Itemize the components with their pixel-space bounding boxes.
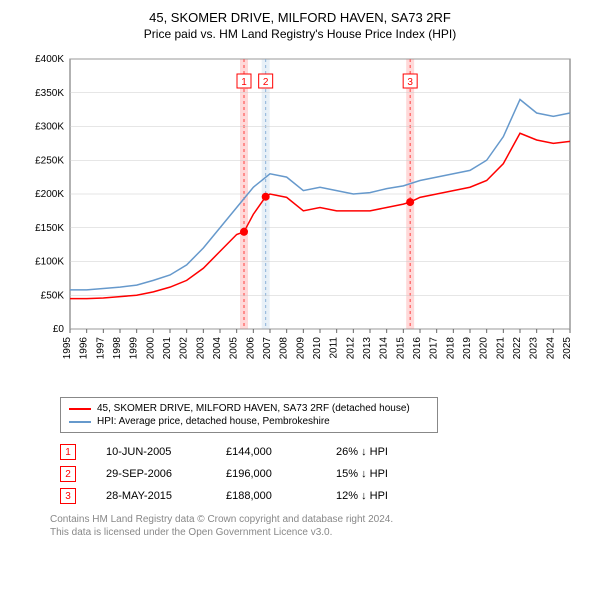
svg-text:2012: 2012 (345, 337, 356, 360)
sale-date: 28-MAY-2015 (106, 490, 196, 502)
svg-text:£300K: £300K (35, 122, 64, 133)
attribution: Contains HM Land Registry data © Crown c… (50, 513, 570, 539)
legend-label-hpi: HPI: Average price, detached house, Pemb… (97, 416, 330, 427)
svg-text:2002: 2002 (179, 337, 190, 360)
svg-text:2003: 2003 (195, 337, 206, 360)
svg-text:2: 2 (263, 77, 269, 88)
legend-row-property: 45, SKOMER DRIVE, MILFORD HAVEN, SA73 2R… (69, 402, 429, 415)
svg-text:1: 1 (241, 77, 247, 88)
svg-text:£250K: £250K (35, 155, 64, 166)
svg-text:2019: 2019 (462, 337, 473, 360)
svg-text:1997: 1997 (95, 337, 106, 360)
legend-label-property: 45, SKOMER DRIVE, MILFORD HAVEN, SA73 2R… (97, 403, 410, 414)
svg-text:3: 3 (407, 77, 413, 88)
svg-text:2007: 2007 (262, 337, 273, 360)
legend-row-hpi: HPI: Average price, detached house, Pemb… (69, 415, 429, 428)
chart-title: 45, SKOMER DRIVE, MILFORD HAVEN, SA73 2R… (10, 10, 590, 25)
svg-text:2005: 2005 (229, 337, 240, 360)
sale-date: 10-JUN-2005 (106, 446, 196, 458)
svg-text:1999: 1999 (129, 337, 140, 360)
svg-text:2014: 2014 (379, 337, 390, 360)
svg-text:2016: 2016 (412, 337, 423, 360)
svg-text:2022: 2022 (512, 337, 523, 360)
svg-text:2025: 2025 (562, 337, 573, 360)
svg-text:2000: 2000 (145, 337, 156, 360)
chart-subtitle: Price paid vs. HM Land Registry's House … (10, 27, 590, 41)
svg-text:2020: 2020 (479, 337, 490, 360)
sale-table: 1 10-JUN-2005 £144,000 26% ↓ HPI 2 29-SEP-200… (60, 441, 570, 507)
svg-text:2018: 2018 (445, 337, 456, 360)
sale-marker: 1 (60, 444, 76, 460)
svg-text:2008: 2008 (279, 337, 290, 360)
svg-text:2021: 2021 (495, 337, 506, 360)
sale-marker: 3 (60, 488, 76, 504)
attribution-line1: Contains HM Land Registry data © Crown c… (50, 513, 570, 526)
chart: £0 £50K £100K £150K £200K £250K £300K £350K £400… (20, 49, 580, 389)
sale-date: 29-SEP-2006 (106, 468, 196, 480)
attribution-line2: This data is licensed under the Open Gov… (50, 526, 570, 539)
sale-delta: 12% ↓ HPI (336, 490, 416, 502)
sale-marker: 2 (60, 466, 76, 482)
svg-text:2010: 2010 (312, 337, 323, 360)
sale-row: 3 28-MAY-2015 £188,000 12% ↓ HPI (60, 485, 570, 507)
svg-text:£100K: £100K (35, 257, 64, 268)
chart-svg: £0 £50K £100K £150K £200K £250K £300K £350K £400… (20, 49, 580, 389)
svg-text:2001: 2001 (162, 337, 173, 360)
svg-text:1996: 1996 (79, 337, 90, 360)
svg-text:£200K: £200K (35, 189, 64, 200)
svg-text:2009: 2009 (295, 337, 306, 360)
sale-delta: 15% ↓ HPI (336, 468, 416, 480)
svg-text:2015: 2015 (395, 337, 406, 360)
legend: 45, SKOMER DRIVE, MILFORD HAVEN, SA73 2R… (60, 397, 438, 433)
svg-text:2024: 2024 (545, 337, 556, 360)
svg-text:£350K: £350K (35, 88, 64, 99)
sale-price: £196,000 (226, 468, 306, 480)
legend-swatch-property (69, 408, 91, 410)
svg-text:£50K: £50K (41, 290, 65, 301)
svg-text:2013: 2013 (362, 337, 373, 360)
legend-swatch-hpi (69, 421, 91, 423)
sale-price: £144,000 (226, 446, 306, 458)
svg-text:£0: £0 (53, 324, 65, 335)
sale-row: 2 29-SEP-2006 £196,000 15% ↓ HPI (60, 463, 570, 485)
svg-text:£150K: £150K (35, 223, 64, 234)
svg-text:2017: 2017 (429, 337, 440, 360)
svg-text:2006: 2006 (245, 337, 256, 360)
svg-text:2011: 2011 (329, 337, 340, 359)
sale-price: £188,000 (226, 490, 306, 502)
svg-text:1998: 1998 (112, 337, 123, 360)
svg-text:2023: 2023 (529, 337, 540, 360)
sale-delta: 26% ↓ HPI (336, 446, 416, 458)
svg-text:£400K: £400K (35, 54, 64, 65)
svg-text:2004: 2004 (212, 337, 223, 360)
svg-text:1995: 1995 (62, 337, 73, 360)
sale-row: 1 10-JUN-2005 £144,000 26% ↓ HPI (60, 441, 570, 463)
